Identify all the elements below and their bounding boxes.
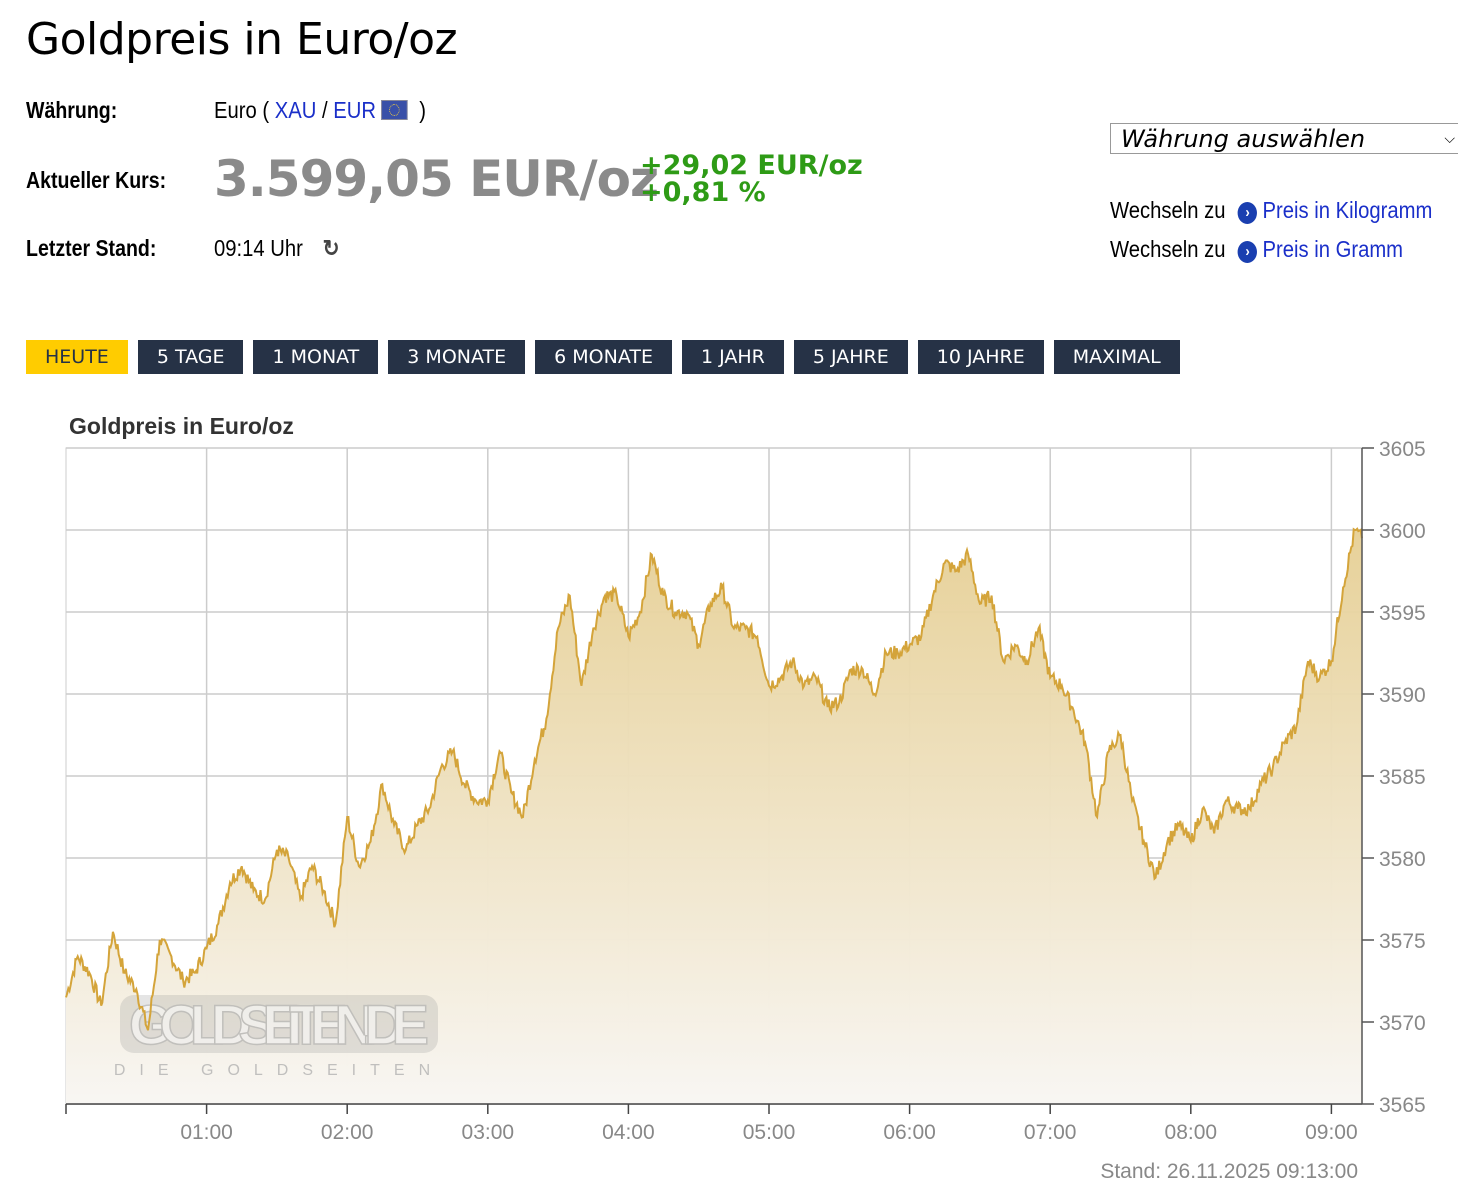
eur-link[interactable]: EUR <box>333 97 376 123</box>
chevron-right-icon: › <box>1237 202 1258 224</box>
gram-link[interactable]: Preis in Gramm <box>1262 236 1404 262</box>
x-tick-label: 04:00 <box>602 1121 655 1144</box>
y-tick-label: 3600 <box>1379 520 1426 543</box>
tab-6-monate[interactable]: 6 MONATE <box>535 340 672 374</box>
x-tick-label: 07:00 <box>1024 1121 1077 1144</box>
y-tick-label: 3585 <box>1379 766 1426 789</box>
price-area <box>66 528 1362 1104</box>
tab-1-jahr[interactable]: 1 JAHR <box>681 340 784 374</box>
y-tick-label: 3570 <box>1379 1012 1426 1035</box>
tab-maximal[interactable]: MAXIMAL <box>1053 340 1180 374</box>
eu-flag-icon <box>381 100 408 120</box>
currency-select-value: Währung auswählen <box>1121 125 1366 153</box>
tab-3-monate[interactable]: 3 MONATE <box>388 340 526 374</box>
x-tick-label: 05:00 <box>743 1121 796 1144</box>
refresh-icon[interactable]: ↻ <box>322 235 340 261</box>
svg-text:GOLDSEITEN.DE: GOLDSEITEN.DE <box>129 993 429 1056</box>
x-tick-label: 08:00 <box>1165 1121 1218 1144</box>
change-percent: +0,81 % <box>640 177 766 208</box>
svg-text:DIE GOLDSEITEN: DIE GOLDSEITEN <box>114 1062 444 1079</box>
updated-label: Letzter Stand: <box>26 235 157 261</box>
y-tick-label: 3565 <box>1379 1094 1426 1117</box>
xau-link[interactable]: XAU <box>274 97 317 123</box>
y-tick-label: 3605 <box>1379 438 1426 461</box>
y-tick-label: 3595 <box>1379 602 1426 625</box>
switch-prefix: Wechseln zu <box>1110 236 1226 262</box>
chart-title: Goldpreis in Euro/oz <box>69 413 294 439</box>
currency-value: Euro ( XAU / EUR ) <box>214 97 426 124</box>
page-title: Goldpreis in Euro/oz <box>26 14 458 65</box>
chevron-down-icon: ⌵ <box>1444 131 1455 147</box>
chevron-right-icon: › <box>1237 241 1258 263</box>
currency-separator: / <box>321 97 328 123</box>
chart-timestamp: Stand: 26.11.2025 09:13:00 <box>1100 1160 1358 1183</box>
currency-select[interactable]: Währung auswählen ⌵ <box>1110 123 1458 154</box>
price-line <box>65 527 1363 1031</box>
tab-heute[interactable]: HEUTE <box>26 340 128 374</box>
x-tick-label: 02:00 <box>321 1121 374 1144</box>
updated-value: 09:14 Uhr ↻ <box>214 235 340 262</box>
tab-5-tage[interactable]: 5 TAGE <box>137 340 244 374</box>
tab-1-monat[interactable]: 1 MONAT <box>253 340 379 374</box>
x-tick-label: 09:00 <box>1305 1121 1358 1144</box>
switch-row-kilogram: Wechseln zu › Preis in Kilogramm <box>1110 197 1432 224</box>
currency-label: Währung: <box>26 97 118 123</box>
kilogram-link[interactable]: Preis in Kilogramm <box>1262 197 1433 223</box>
y-tick-label: 3590 <box>1379 684 1426 707</box>
x-tick-label: 03:00 <box>462 1121 515 1144</box>
current-price: 3.599,05 EUR/oz <box>214 150 659 208</box>
x-tick-label: 06:00 <box>883 1121 936 1144</box>
y-tick-label: 3580 <box>1379 848 1426 871</box>
price-label: Aktueller Kurs: <box>26 167 167 193</box>
period-tabs: HEUTE 5 TAGE 1 MONAT 3 MONATE 6 MONATE 1… <box>26 340 1180 374</box>
currency-name: Euro ( <box>214 97 270 123</box>
tab-5-jahre[interactable]: 5 JAHRE <box>793 340 908 374</box>
switch-prefix: Wechseln zu <box>1110 197 1226 223</box>
change-absolute: +29,02 EUR/oz <box>640 150 863 181</box>
tab-10-jahre[interactable]: 10 JAHRE <box>917 340 1044 374</box>
x-tick-label: 01:00 <box>180 1121 233 1144</box>
currency-close: ) <box>419 97 426 123</box>
updated-time: 09:14 Uhr <box>214 235 303 261</box>
switch-row-gram: Wechseln zu › Preis in Gramm <box>1110 236 1403 263</box>
y-tick-label: 3575 <box>1379 930 1426 953</box>
goldseiten-watermark: GOLDSEITEN.DE DIE GOLDSEITEN <box>114 992 444 1079</box>
